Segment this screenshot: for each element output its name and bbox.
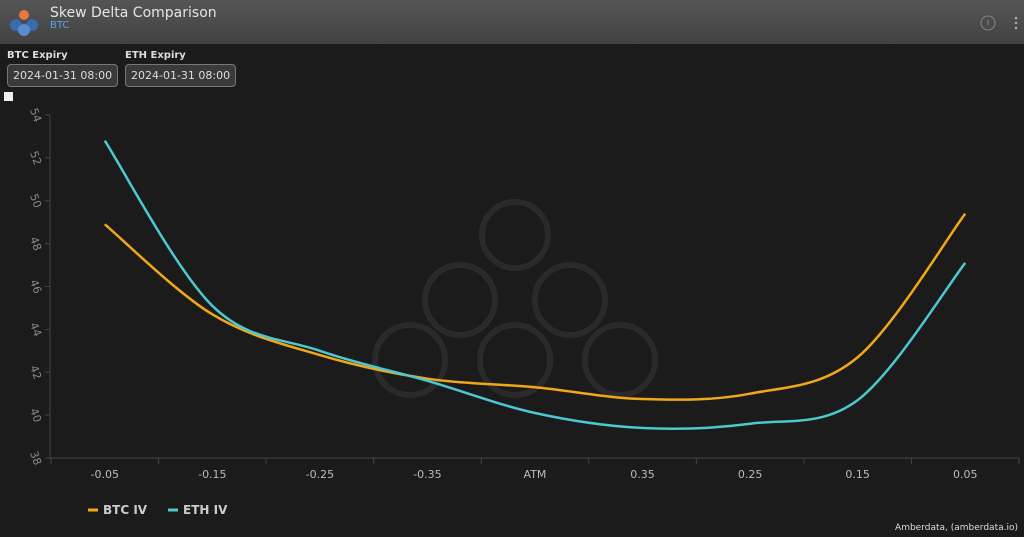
x-tick-label: -0.35: [413, 468, 441, 481]
select[interactable]: 2024-01-31 08:00: [125, 64, 237, 87]
y-tick-label: 38: [27, 449, 44, 467]
y-tick-label: 50: [27, 192, 44, 210]
watermark: [372, 199, 658, 398]
x-tick-label: 0.35: [630, 468, 655, 481]
series-line: [103, 212, 967, 401]
x-tick-label: 0.25: [738, 468, 763, 481]
subtitle: BTC: [50, 20, 70, 31]
eth-expiry: ETH Expiry 2024-01-31 08:00: [125, 50, 237, 87]
y-tick-label: 42: [27, 364, 44, 382]
x-tick-label: 0.15: [845, 468, 870, 481]
y-tick-label: 44: [27, 321, 44, 339]
credit: Amberdata, (amberdata.io): [895, 523, 1018, 533]
control-label: BTC Expiry: [7, 50, 68, 61]
y-tick-label: 40: [27, 406, 44, 424]
x-tick-label: -0.15: [198, 468, 226, 481]
y-tick-label: 48: [27, 235, 44, 253]
toggle-icon: [4, 92, 13, 101]
legend-label: ETH IV: [183, 503, 228, 517]
control-label: ETH Expiry: [125, 50, 186, 61]
select[interactable]: 2024-01-31 08:00: [7, 64, 119, 87]
header: Skew Delta Comparison BTC: [0, 0, 1024, 44]
y-tick-label: 52: [27, 149, 44, 167]
logo: [10, 10, 38, 36]
title: Skew Delta Comparison: [50, 5, 217, 21]
x-tick-label: -0.05: [91, 468, 119, 481]
y-tick-label: 54: [27, 106, 44, 124]
x-tick-label: 0.05: [953, 468, 978, 481]
x-tick-label: -0.25: [306, 468, 334, 481]
y-tick-label: 46: [27, 278, 44, 296]
header-icons[interactable]: [975, 13, 1024, 33]
x-tick-label: ATM: [524, 468, 547, 481]
btc-expiry: BTC Expiry 2024-01-31 08:00: [7, 50, 119, 87]
legend-label: BTC IV: [103, 503, 148, 517]
series-line: [103, 140, 967, 430]
